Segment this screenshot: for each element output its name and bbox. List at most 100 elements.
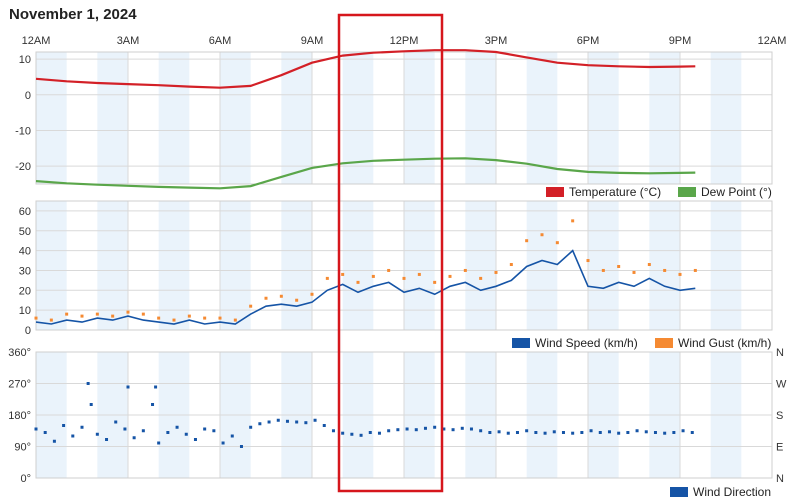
wind-direction-point [313, 418, 317, 422]
wind-direction-point [193, 438, 197, 441]
hour-band [158, 52, 190, 184]
wind-direction-point [552, 430, 556, 434]
hour-band [465, 201, 496, 330]
wind-direction-point [52, 439, 56, 443]
wind-direction-point [607, 430, 611, 434]
x-tick-label: 9AM [301, 35, 324, 47]
wind-direction-point [506, 431, 510, 435]
y-tick-label: -20 [15, 161, 31, 173]
wind-speed-line [35, 249, 696, 325]
legend-label: Wind Speed (km/h) [535, 336, 638, 350]
hour-band [220, 201, 251, 330]
y-tick-label: 10 [19, 54, 31, 66]
wind-direction-point [43, 431, 47, 434]
wind-direction-point [442, 427, 446, 431]
wind-direction-point [561, 431, 565, 434]
wind-direction-point [105, 438, 109, 441]
alternating-hour-bands [36, 52, 742, 478]
wind-gust-point [279, 294, 283, 298]
wind-gust-point [95, 312, 99, 316]
legend-swatch [670, 487, 688, 497]
wind-gust-point [49, 318, 53, 322]
wind-gust-point [310, 292, 314, 296]
y2-tick-label: S [776, 410, 783, 422]
wind-gust-point [264, 296, 268, 300]
wind-gust-point [218, 316, 222, 320]
dew-point-line [35, 157, 696, 190]
wind-direction-point [151, 403, 155, 406]
wind-gust-point [463, 268, 467, 272]
wind-gust-point [126, 310, 130, 314]
x-tick-label: 12PM [390, 35, 419, 47]
hour-band [710, 52, 742, 184]
legend-label: Dew Point (°) [701, 185, 772, 199]
wind-gust-point [80, 314, 84, 318]
hour-band [36, 52, 67, 184]
wind-direction-point [86, 382, 90, 385]
wind-direction-point [258, 422, 262, 426]
wind-gust-point [34, 316, 38, 320]
y-tick-label: 90° [14, 442, 31, 454]
wind-gust-point [540, 233, 544, 237]
hour-band [588, 52, 619, 184]
wind-gust-point [417, 272, 421, 276]
highlight-rectangle [337, 13, 444, 493]
legends: Temperature (°C) Dew Point (°) Wind Speed … [512, 185, 772, 499]
wind-direction-point [405, 427, 409, 431]
panel-frame [35, 200, 773, 331]
wind-gust-point [233, 318, 237, 322]
wind-direction-point [479, 429, 483, 433]
wind-direction-point [396, 428, 400, 432]
wind-direction-point [249, 425, 253, 429]
hour-band [465, 52, 496, 184]
wind-gust-point [693, 268, 697, 272]
wind-direction-point [589, 429, 593, 433]
wind-direction-point [322, 424, 326, 427]
wind-gust-point [571, 219, 575, 223]
wind-direction-point [304, 421, 308, 425]
hour-band [588, 201, 619, 330]
wind-direction-point [387, 429, 391, 433]
wind-direction-point [359, 433, 363, 437]
wind-gust-point [387, 268, 391, 272]
wind-gust-point [65, 312, 69, 316]
wind-direction-point [626, 431, 630, 434]
y-tick-label: 360° [8, 347, 31, 359]
wind-direction-point [617, 431, 621, 435]
wind-gust-point [647, 263, 651, 267]
y-tick-label: 0 [25, 90, 31, 102]
wind-direction-point [644, 430, 648, 434]
wind-direction-point [525, 429, 529, 433]
wind-gust-point [433, 280, 437, 284]
legend-swatch [678, 187, 696, 197]
wind-gust-point [111, 314, 115, 318]
wind-direction-point [580, 431, 584, 434]
wind-direction-point [157, 441, 161, 445]
y2-tick-label: N [776, 347, 784, 359]
hour-band [97, 201, 128, 330]
legend-label: Temperature (°C) [569, 185, 661, 199]
wind-direction-point [497, 430, 501, 434]
wind-gust-point [525, 239, 529, 243]
wind-gust-point [678, 272, 682, 276]
wind-direction-point [368, 431, 372, 434]
y-tick-label: 20 [19, 285, 31, 297]
wind-direction-point [635, 429, 639, 433]
wind-gust-point [203, 316, 207, 320]
wind-gust-point [172, 318, 176, 322]
y2-tick-label: N [776, 473, 784, 485]
wind-gust-point [555, 241, 559, 245]
wind-direction-point [469, 427, 473, 431]
x-tick-label: 6AM [209, 35, 232, 47]
wind-direction-point [203, 427, 207, 431]
hour-band [281, 52, 312, 184]
wind-gust-point [494, 270, 498, 274]
wind-direction-point [515, 431, 519, 434]
x-tick-label: 6PM [577, 35, 600, 47]
wind-gust-point [601, 268, 605, 272]
wind-direction-point [267, 420, 271, 424]
wind-direction-point [114, 420, 118, 424]
y-tick-label: 180° [8, 410, 31, 422]
wind-direction-point [132, 436, 136, 440]
wind-direction-point [95, 432, 99, 436]
